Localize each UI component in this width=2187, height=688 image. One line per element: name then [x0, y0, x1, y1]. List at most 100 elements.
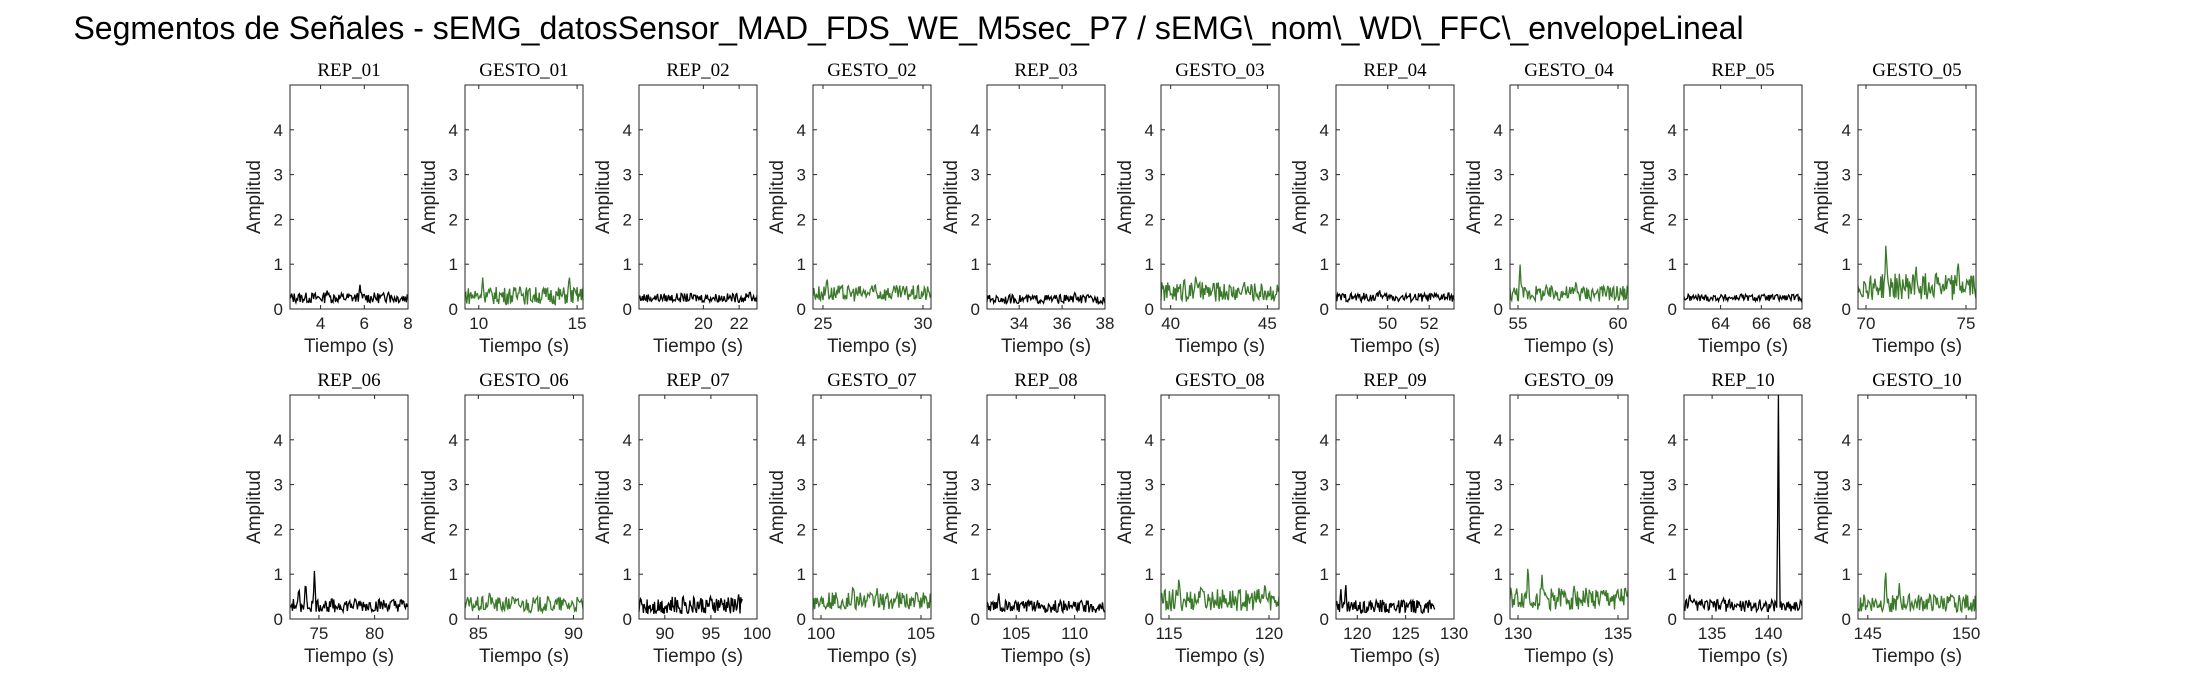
y-tick-label: 0: [623, 610, 632, 629]
signal-line: [986, 593, 1106, 615]
y-tick-label: 1: [797, 255, 806, 274]
subplot-gesto-04: GESTO_04 0 1 2 3 4 55 60 Tiempo (s) Amplitud: [1464, 60, 1629, 357]
x-axis-label: Tiempo (s): [1872, 646, 1962, 667]
y-tick-label: 1: [971, 255, 980, 274]
y-tick-label: 2: [797, 210, 806, 229]
subplot-gesto-06: GESTO_06 0 1 2 3 4 85 90 Tiempo (s) Amplitud: [419, 370, 584, 667]
subplot-rep-06: REP_06 0 1 2 3 4 75 80 Tiempo (s) Amplitud: [244, 370, 409, 667]
axes-box: [464, 84, 584, 310]
y-axis-label: Amplitud: [1464, 470, 1485, 544]
x-tick-label: 125: [1391, 624, 1419, 643]
y-tick-label: 4: [1494, 121, 1503, 140]
x-tick-label: 10: [469, 314, 488, 333]
x-tick-label: 66: [1752, 314, 1771, 333]
y-tick-label: 0: [797, 300, 806, 319]
y-tick-label: 3: [274, 166, 283, 185]
y-tick-label: 4: [1320, 121, 1329, 140]
y-tick-label: 4: [1842, 431, 1851, 450]
y-tick-label: 1: [449, 255, 458, 274]
y-tick-label: 0: [797, 610, 806, 629]
x-tick-label: 64: [1711, 314, 1730, 333]
y-tick-label: 3: [797, 476, 806, 495]
y-axis-label: Amplitud: [1638, 160, 1659, 234]
y-tick-label: 4: [797, 121, 806, 140]
signal-line: [1509, 568, 1629, 612]
signal-line: [638, 594, 743, 615]
axes-box: [464, 394, 584, 620]
subplot-title: REP_08: [1014, 370, 1077, 391]
y-tick-label: 0: [274, 300, 283, 319]
x-axis-label: Tiempo (s): [1698, 336, 1788, 357]
y-tick-label: 2: [274, 520, 283, 539]
subplot-title: REP_06: [317, 370, 380, 391]
subplot-rep-01: REP_01 0 1 2 3 4 4 6 8 Tiempo (s) Amplitud: [244, 60, 413, 357]
y-tick-label: 3: [1842, 476, 1851, 495]
subplot-title: GESTO_07: [827, 370, 916, 391]
signal-line: [1335, 289, 1455, 304]
y-axis-label: Amplitud: [767, 160, 788, 234]
signal-line: [1160, 579, 1280, 612]
y-tick-label: 1: [1145, 255, 1154, 274]
y-tick-label: 4: [449, 431, 458, 450]
y-axis-label: Amplitud: [1115, 160, 1136, 234]
axes-box: [1683, 84, 1803, 310]
y-axis-label: Amplitud: [1638, 470, 1659, 544]
y-tick-label: 2: [1494, 210, 1503, 229]
y-axis-label: Amplitud: [244, 470, 265, 544]
axes-box: [1160, 84, 1280, 310]
axes-box: [1683, 394, 1803, 620]
x-tick-label: 60: [1609, 314, 1628, 333]
subplot-gesto-09: GESTO_09 0 1 2 3 4 130 135 Tiempo (s) Amplitud: [1464, 370, 1632, 667]
subplot-rep-08: REP_08 0 1 2 3 4 105 110 Tiempo (s) Amplitud: [941, 370, 1106, 667]
y-tick-label: 1: [1494, 565, 1503, 584]
subplot-title: GESTO_09: [1524, 370, 1613, 391]
x-axis-label: Tiempo (s): [304, 336, 394, 357]
subplot-rep-05: REP_05 0 1 2 3 4 64 66 68 Tiempo (s) Amplitud: [1638, 60, 1811, 357]
x-tick-label: 70: [1857, 314, 1876, 333]
y-tick-label: 3: [971, 476, 980, 495]
y-tick-label: 4: [971, 121, 980, 140]
x-axis-label: Tiempo (s): [1175, 646, 1265, 667]
y-axis-label: Amplitud: [767, 470, 788, 544]
y-tick-label: 1: [449, 565, 458, 584]
x-tick-label: 8: [403, 314, 412, 333]
x-tick-label: 100: [807, 624, 835, 643]
subplot-gesto-07: GESTO_07 0 1 2 3 4 100 105 Tiempo (s) Amplitud: [767, 370, 935, 667]
y-tick-label: 4: [1145, 121, 1154, 140]
signal-line: [1509, 264, 1629, 304]
x-tick-label: 6: [360, 314, 369, 333]
subplot-rep-02: REP_02 0 1 2 3 4 20 22 Tiempo (s) Amplitud: [593, 60, 758, 357]
x-tick-label: 40: [1161, 314, 1180, 333]
subplot-gesto-08: GESTO_08 0 1 2 3 4 115 120 Tiempo (s) Amplitud: [1115, 370, 1283, 667]
y-tick-label: 3: [1842, 166, 1851, 185]
y-axis-label: Amplitud: [419, 470, 440, 544]
axes-box: [638, 84, 758, 310]
y-tick-label: 1: [274, 565, 283, 584]
subplot-gesto-03: GESTO_03 0 1 2 3 4 40 45 Tiempo (s) Amplitud: [1115, 60, 1280, 357]
subplot-title: GESTO_05: [1872, 60, 1961, 81]
y-axis-label: Amplitud: [593, 470, 614, 544]
y-tick-label: 1: [1320, 565, 1329, 584]
y-tick-label: 0: [623, 300, 632, 319]
y-tick-label: 3: [971, 166, 980, 185]
subplot-rep-04: REP_04 0 1 2 3 4 50 52 Tiempo (s) Amplitud: [1290, 60, 1455, 357]
y-tick-label: 4: [1842, 121, 1851, 140]
y-tick-label: 0: [1145, 300, 1154, 319]
y-tick-label: 3: [449, 476, 458, 495]
x-axis-label: Tiempo (s): [1001, 336, 1091, 357]
axes-box: [638, 394, 758, 620]
y-tick-label: 2: [1145, 520, 1154, 539]
y-tick-label: 1: [1145, 565, 1154, 584]
subplot-title: REP_05: [1711, 60, 1774, 81]
y-tick-label: 2: [1842, 210, 1851, 229]
y-axis-label: Amplitud: [1115, 470, 1136, 544]
x-tick-label: 50: [1378, 314, 1397, 333]
x-axis-label: Tiempo (s): [479, 336, 569, 357]
axes-box: [1335, 394, 1455, 620]
x-tick-label: 150: [1952, 624, 1980, 643]
x-tick-label: 75: [309, 624, 328, 643]
y-tick-label: 0: [274, 610, 283, 629]
x-tick-label: 68: [1793, 314, 1812, 333]
